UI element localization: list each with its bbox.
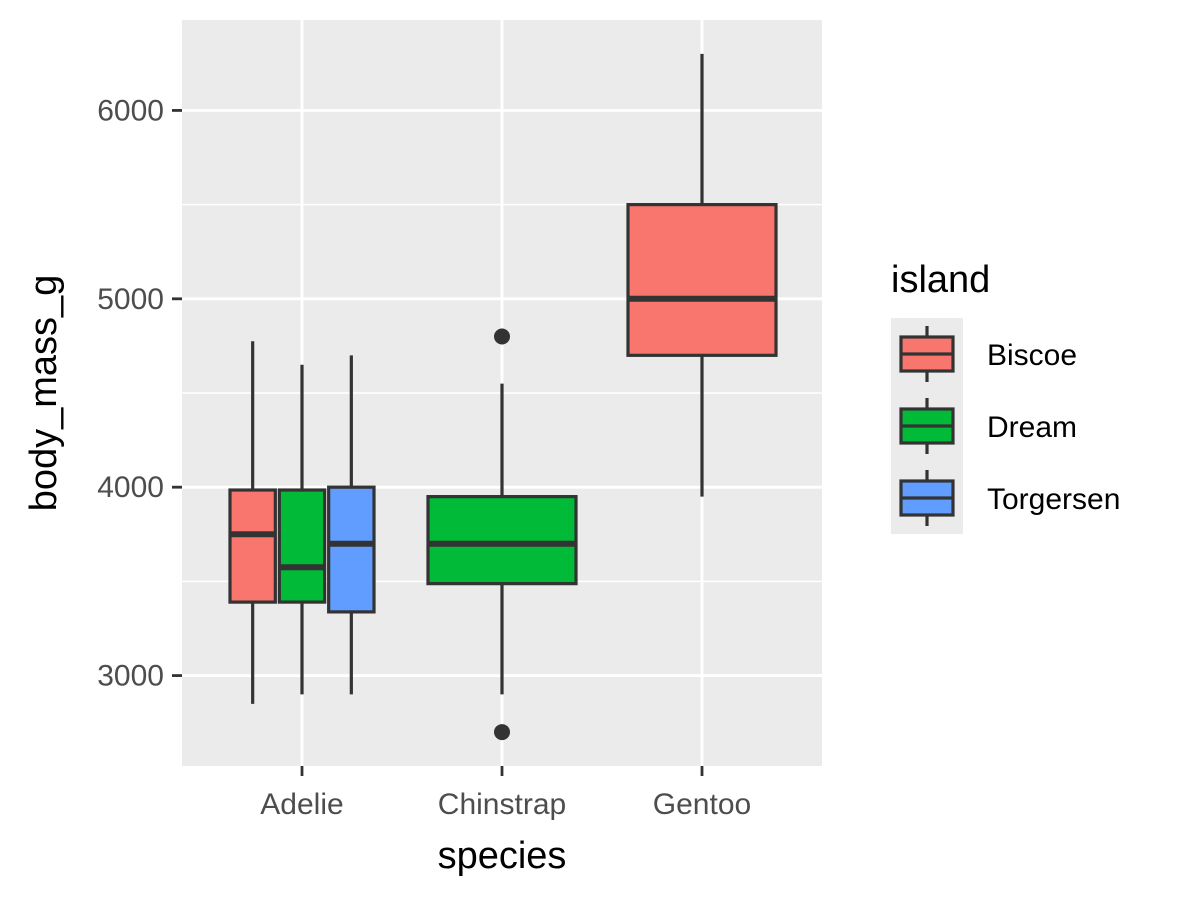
- x-axis: Adelie Chinstrap Gentoo: [260, 766, 751, 821]
- box-adelie-torgersen: [327, 355, 376, 695]
- y-tick-label: 6000: [97, 94, 164, 127]
- legend-entry-biscoe: Biscoe: [899, 326, 1077, 382]
- box-iqr: [327, 485, 376, 614]
- box-adelie-dream: [277, 364, 327, 695]
- box-gentoo-biscoe: [626, 53, 778, 497]
- y-axis-title: body_mass_g: [23, 275, 65, 512]
- boxes-layer: [228, 53, 778, 741]
- box-iqr: [426, 495, 578, 586]
- box-adelie-biscoe: [228, 341, 277, 704]
- box-iqr: [626, 203, 778, 357]
- box-iqr: [277, 488, 327, 604]
- legend-title: island: [891, 259, 990, 301]
- legend-entry-dream: Dream: [899, 398, 1077, 454]
- x-tick-label: Gentoo: [653, 788, 751, 821]
- box-iqr: [228, 488, 277, 604]
- legend: island Biscoe Dream Torgersen: [891, 259, 1120, 534]
- x-tick-label: Adelie: [260, 788, 343, 821]
- x-axis-title: species: [438, 835, 567, 877]
- y-tick-label: 3000: [97, 660, 164, 693]
- outlier-point: [494, 724, 510, 741]
- legend-label: Dream: [987, 411, 1077, 444]
- legend-label: Torgersen: [987, 483, 1120, 516]
- x-tick-label: Chinstrap: [438, 788, 566, 821]
- y-tick-label: 4000: [97, 471, 164, 504]
- outlier-point: [494, 328, 510, 345]
- legend-entry-torgersen: Torgersen: [899, 470, 1120, 526]
- y-tick-label: 5000: [97, 283, 164, 316]
- legend-label: Biscoe: [987, 339, 1077, 372]
- box-chinstrap-dream: [426, 328, 578, 741]
- y-axis: 3000 4000 5000 6000: [97, 94, 182, 693]
